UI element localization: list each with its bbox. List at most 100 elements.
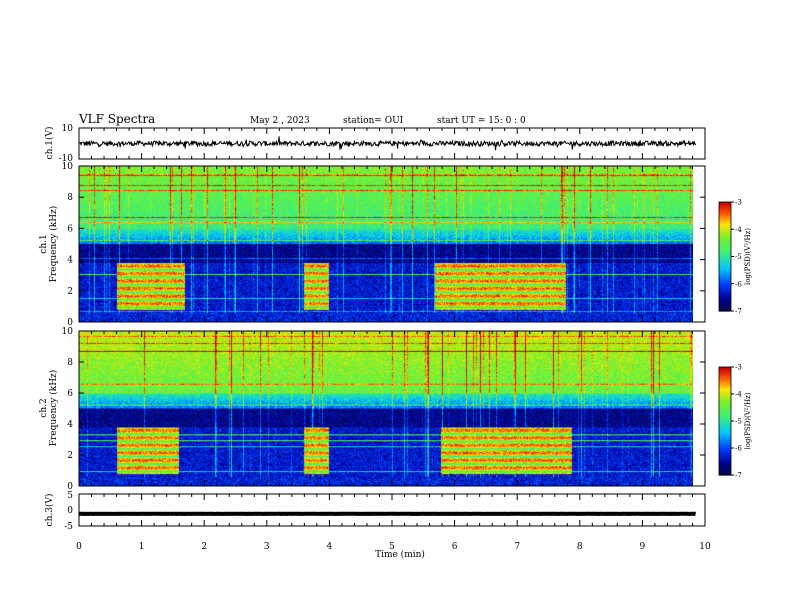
colorbar-swatch (719, 309, 731, 312)
colorbar-swatch (719, 430, 731, 433)
colorbar-swatch (719, 283, 731, 287)
ch1-ytick-bottom: -10 (59, 154, 74, 164)
colorbar-swatch (719, 261, 731, 265)
colorbar-swatch (719, 433, 731, 436)
colorbar-swatch (719, 271, 731, 274)
colorbar-label: log(PSD)(V²/Hz) (744, 228, 752, 285)
ch3-waveform-ylabel: ch.3(V) (44, 494, 55, 527)
x-tick-label: 2 (201, 542, 207, 552)
colorbar-swatch (719, 274, 731, 278)
colorbar-tick-label: -6 (735, 280, 742, 288)
y-tick-label: 4 (67, 420, 73, 430)
colorbar-swatch (719, 231, 731, 234)
colorbar-swatch (719, 442, 731, 445)
ch1-spec-ylabel: Frequency (kHz) (48, 206, 59, 283)
colorbar-swatch (719, 460, 731, 463)
colorbar-swatch (719, 406, 731, 409)
colorbar-swatch (719, 431, 731, 435)
colorbar-swatch (719, 229, 731, 232)
ch2-colorbar: -3 -4 -5 -6 -7 log(PSD)(V²/Hz) (718, 364, 752, 480)
x-tick-label: 10 (699, 542, 711, 552)
colorbar-swatch (719, 372, 731, 375)
x-tick-label: 9 (640, 542, 646, 552)
colorbar-swatch (719, 404, 731, 408)
colorbar-swatch (719, 386, 731, 390)
colorbar-swatch (719, 408, 731, 411)
colorbar-swatch (719, 291, 731, 294)
colorbar-swatch (719, 383, 731, 386)
colorbar-swatch (719, 212, 731, 216)
colorbar-swatch (719, 448, 731, 451)
colorbar-swatch (719, 453, 731, 456)
colorbar-swatch (719, 249, 731, 252)
colorbar-swatch (719, 272, 731, 276)
colorbar-swatch (719, 238, 731, 241)
colorbar-swatch (719, 413, 731, 417)
colorbar-swatch (719, 376, 731, 379)
y-tick-label: 6 (67, 389, 73, 399)
ch3-ytick-mid: 0 (67, 506, 73, 516)
ch1-waveform-panel: 10 -10 ch.1(V) (44, 124, 706, 164)
colorbar-swatch (719, 247, 731, 250)
colorbar-swatch (719, 462, 731, 465)
x-tick-labels: 0 1 2 3 4 5 6 7 8 9 10 (76, 542, 711, 552)
x-tick-label: 3 (264, 542, 270, 552)
colorbar-swatch (719, 241, 731, 245)
colorbar-swatch (719, 403, 731, 406)
colorbar-tick-label: -3 (735, 199, 742, 207)
colorbar-swatch (719, 267, 731, 270)
ch1-yticks: 0 2 4 6 8 10 (62, 162, 705, 328)
ch3-ytick-top: 5 (67, 491, 73, 501)
ch2-spec-ylabel: Frequency (kHz) (48, 370, 59, 447)
colorbar-swatch (719, 221, 731, 225)
colorbar-swatch (719, 243, 731, 247)
colorbar-swatch (719, 240, 731, 243)
ch1-colorbar: -3 -4 -5 -6 -7 log(PSD)(V²/Hz) (718, 199, 752, 316)
colorbar-swatch (719, 395, 731, 399)
colorbar-swatch (719, 412, 731, 415)
ch2-spectrogram-panel: 0 2 4 6 8 10 ch.2 Frequency (kHz) (39, 327, 706, 492)
colorbar-swatch (719, 202, 731, 205)
colorbar-swatch (719, 367, 731, 370)
colorbar-swatch (719, 287, 731, 290)
colorbar-swatch (719, 236, 731, 239)
colorbar-swatch (719, 207, 731, 210)
colorbar-swatch (719, 419, 731, 422)
colorbar-tick-label: -3 (735, 364, 742, 372)
colorbar-swatch (719, 289, 731, 292)
colorbar-swatch (719, 377, 731, 381)
ch1-spectrogram-image (79, 166, 693, 322)
colorbar-swatch (719, 467, 731, 471)
colorbar-swatch (719, 298, 731, 301)
colorbar-swatch (719, 211, 731, 214)
colorbar-swatch (719, 232, 731, 236)
colorbar-swatch (719, 385, 731, 388)
colorbar-swatch (719, 399, 731, 402)
y-tick-label: 10 (62, 327, 74, 337)
colorbar-tick-label: -5 (735, 418, 742, 426)
colorbar-swatch (719, 220, 731, 223)
colorbar-swatch (719, 464, 731, 467)
colorbar-swatch (719, 440, 731, 444)
colorbar-swatch (719, 473, 731, 476)
colorbar-swatch (719, 457, 731, 460)
colorbar-swatch (719, 269, 731, 272)
colorbar-swatch (719, 263, 731, 267)
colorbar-tick-label: -4 (735, 391, 742, 399)
colorbar-swatch (719, 388, 731, 391)
colorbar-swatch (719, 392, 731, 395)
x-tick-label: 8 (577, 542, 583, 552)
colorbar-swatch (719, 245, 731, 249)
y-tick-label: 2 (67, 451, 73, 461)
colorbar-swatch (719, 307, 731, 310)
colorbar-swatch (719, 292, 731, 296)
colorbar-swatch (719, 285, 731, 288)
colorbar-swatch (719, 424, 731, 427)
ch1-waveform-trace (78, 136, 697, 151)
colorbar-swatch (719, 368, 731, 372)
x-tick-label: 4 (327, 542, 333, 552)
ch1-spec-ylabel-top: ch.1 (39, 234, 49, 253)
ch1-waveform-ylabel: ch.1(V) (44, 127, 55, 160)
x-tick-label: 6 (452, 542, 458, 552)
